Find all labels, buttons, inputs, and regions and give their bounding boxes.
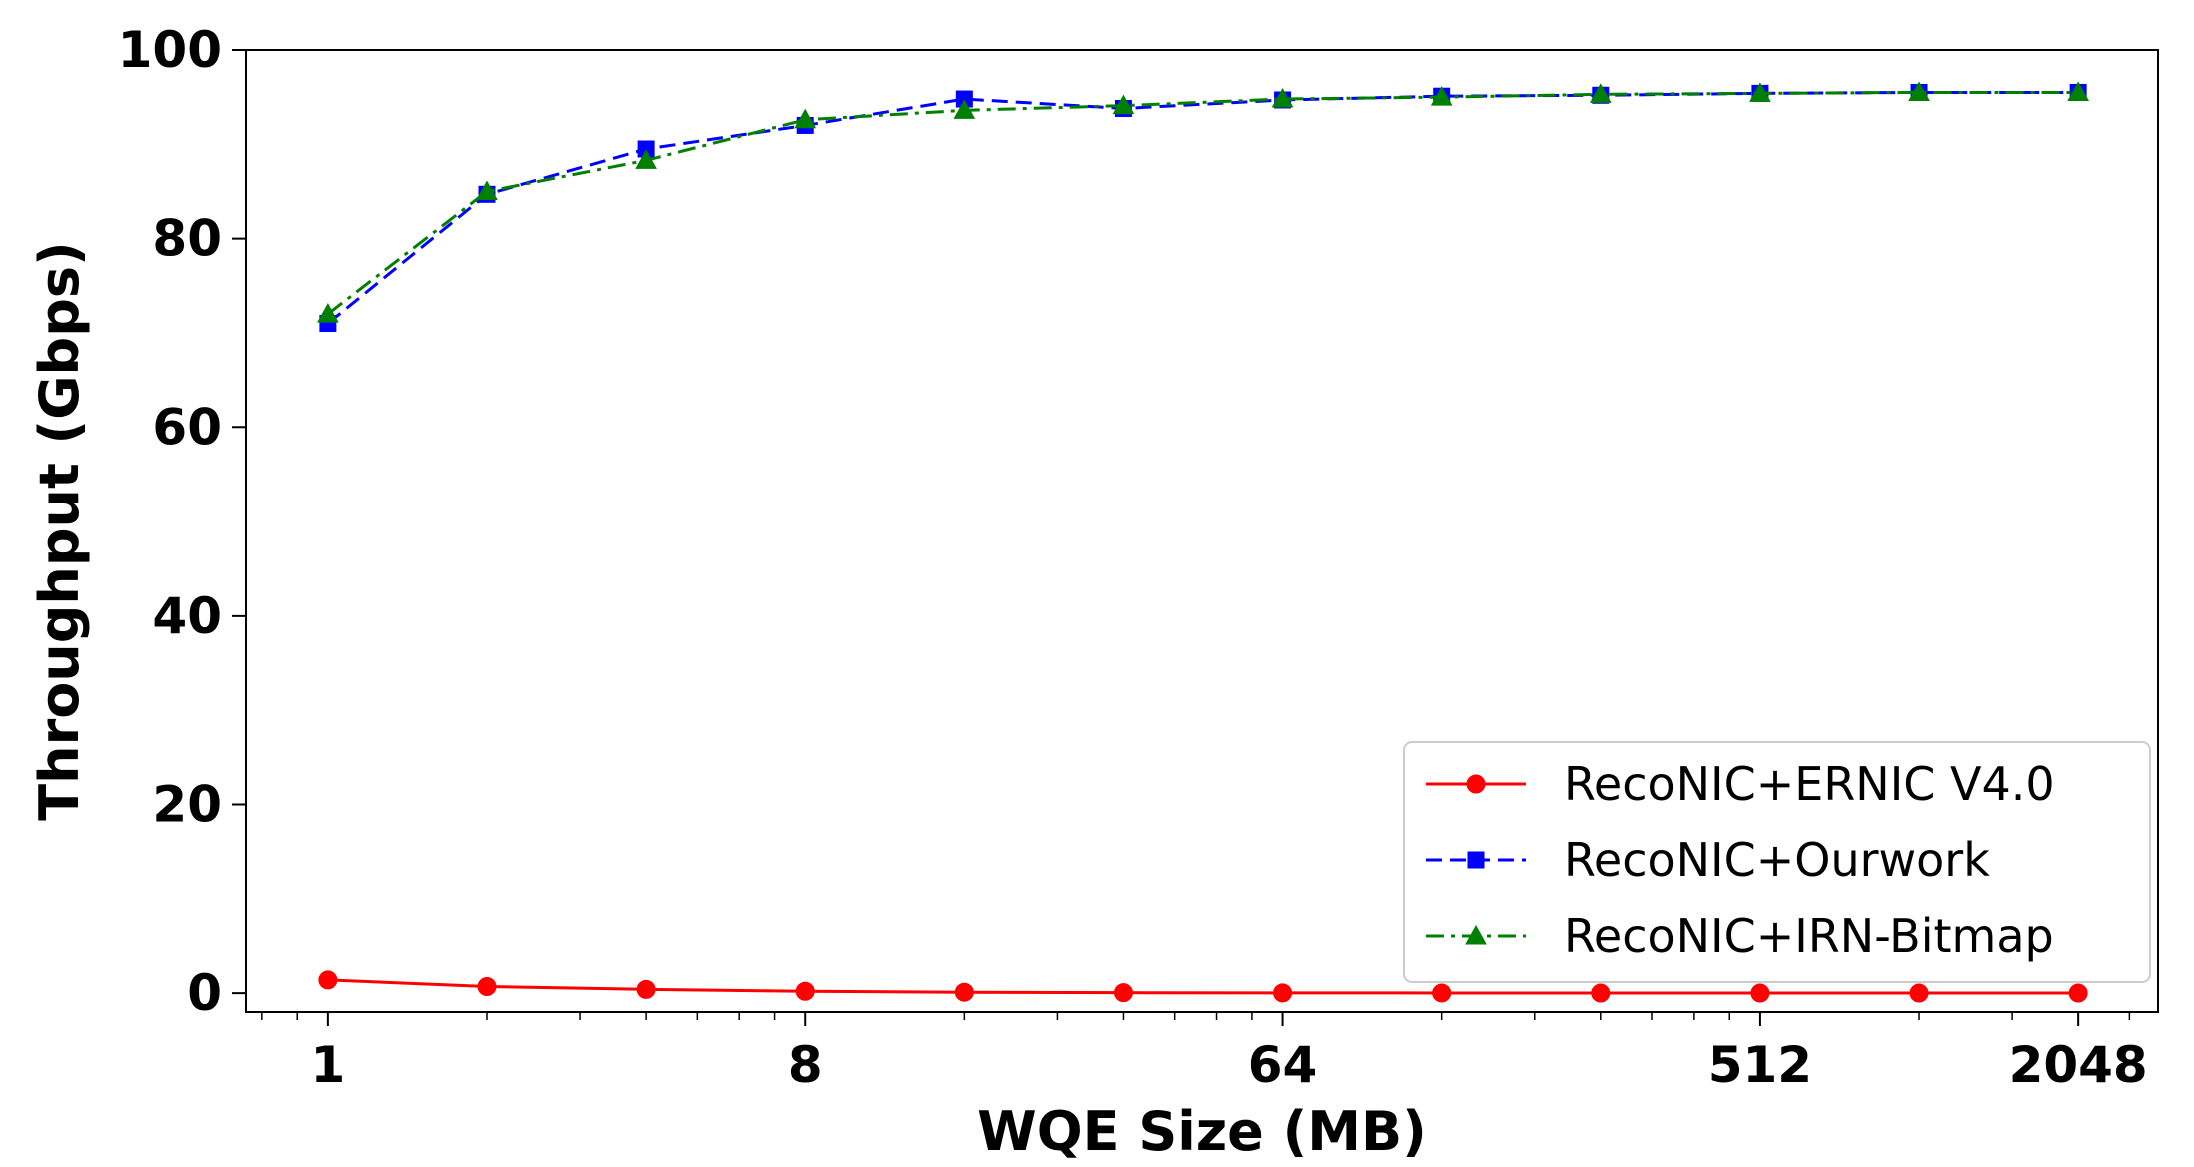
legend-box [1403, 741, 2151, 983]
data-point [1273, 983, 1293, 1003]
data-point [318, 970, 338, 990]
y-tick-label: 60 [152, 398, 222, 456]
legend-entry: RecoNIC+Ourwork [1426, 833, 1990, 887]
series-1 [318, 970, 2088, 1003]
y-tick-label: 0 [187, 964, 222, 1022]
plot-series [317, 81, 2089, 1003]
data-point [317, 303, 339, 323]
legend-label: RecoNIC+ERNIC V4.0 [1564, 757, 2055, 811]
data-point [1591, 983, 1611, 1003]
legend-label: RecoNIC+Ourwork [1564, 833, 1990, 887]
data-point [1589, 83, 1612, 103]
data-point [2067, 81, 2089, 101]
data-point [954, 982, 974, 1002]
x-tick-label: 2048 [2009, 1036, 2148, 1094]
data-point [953, 99, 976, 119]
legend-marker [1466, 774, 1486, 794]
x-tick-label: 64 [1248, 1036, 1318, 1094]
data-point [794, 108, 817, 129]
data-point [795, 981, 815, 1001]
series-line [326, 90, 2079, 316]
y-tick-label: 20 [152, 776, 222, 834]
series-2 [319, 83, 2087, 333]
data-point [1749, 82, 1771, 102]
data-point [1908, 81, 1930, 101]
series-3 [317, 81, 2089, 323]
data-point [1909, 983, 1929, 1003]
series-line [326, 90, 2079, 325]
data-point [2068, 983, 2088, 1003]
data-point [1432, 983, 1452, 1003]
legend-entry: RecoNIC+ERNIC V4.0 [1426, 757, 2055, 811]
y-tick-label: 40 [152, 587, 222, 645]
y-axis-title: Throughput (Gbps) [28, 241, 91, 820]
x-tick-label: 512 [1708, 1036, 1812, 1094]
y-tick-label: 80 [152, 210, 222, 268]
x-axis-title: WQE Size (MB) [977, 1100, 1427, 1163]
legend: RecoNIC+ERNIC V4.0 RecoNIC+Ourwork RecoNIC… [1403, 741, 2151, 983]
axis-ticks: 0 20 40 60 80 100 1 8 64 512 2048 [118, 21, 2148, 1094]
data-point [1112, 94, 1135, 115]
data-point [1113, 983, 1133, 1003]
legend-marker [1465, 924, 1487, 945]
data-point [477, 977, 497, 997]
plot-frame [245, 49, 2159, 1013]
legend-marker [1467, 851, 1485, 869]
data-point [1271, 88, 1294, 108]
legend-label: RecoNIC+IRN-Bitmap [1564, 909, 2054, 963]
data-point [1750, 983, 1770, 1003]
series-line [327, 978, 2079, 995]
x-tick-label: 8 [788, 1036, 823, 1094]
data-point [635, 149, 657, 169]
y-tick-label: 100 [118, 21, 222, 79]
data-point [476, 180, 498, 200]
data-point [636, 979, 656, 999]
data-point [1430, 86, 1453, 106]
x-tick-label: 1 [310, 1036, 345, 1094]
legend-entry: RecoNIC+IRN-Bitmap [1426, 909, 2054, 963]
